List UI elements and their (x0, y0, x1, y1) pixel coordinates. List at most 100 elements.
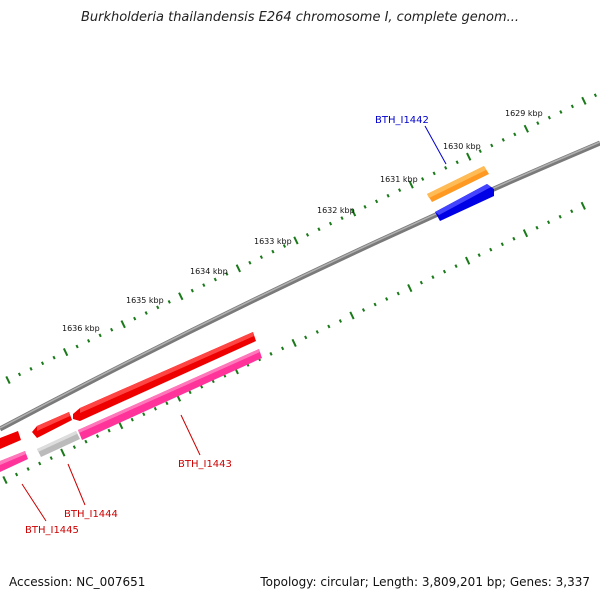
tick-mark (60, 448, 66, 457)
tick-mark (235, 264, 242, 273)
tick-mark (536, 121, 540, 126)
tick-mark (153, 406, 157, 411)
tick-mark (363, 205, 367, 209)
tick-mark (350, 208, 357, 217)
tick-mark (455, 160, 459, 165)
tick-mark (87, 339, 91, 343)
tick-mark (2, 475, 8, 485)
tick-mark (38, 461, 42, 466)
gene-feature-bth-i1444[interactable] (37, 431, 80, 457)
kbp-label-1630: 1630 kbp (443, 142, 481, 151)
tick-mark (167, 299, 171, 304)
tick-mark (133, 316, 137, 321)
tick-mark (386, 193, 390, 198)
tick-mark (40, 361, 45, 366)
topology-text: Topology: circular; Length: 3,809,201 bp… (260, 575, 590, 589)
gene-feature-bth-i1443[interactable] (78, 349, 262, 440)
gene-feature-bth-i1442[interactable] (435, 184, 494, 221)
kbp-label-1633: 1633 kbp (254, 237, 292, 246)
tick-mark (580, 201, 586, 210)
tick-mark (178, 292, 184, 301)
tick-mark (421, 177, 425, 181)
gene-label-bth-i1443[interactable]: BTH_I1443 (178, 459, 232, 470)
tick-mark (454, 264, 458, 269)
tick-mark (259, 255, 263, 260)
tick-mark (442, 269, 447, 274)
tick-mark (317, 227, 321, 232)
gene-feature-forward-mid[interactable] (32, 412, 72, 438)
tick-mark (396, 291, 400, 296)
tick-mark (500, 242, 504, 247)
tick-mark (523, 124, 529, 133)
tick-mark (408, 180, 414, 189)
tick-mark (328, 221, 333, 226)
tick-mark (547, 115, 551, 120)
gene-feature-forward-left[interactable] (0, 431, 21, 449)
tick-mark (188, 390, 192, 395)
tick-mark (522, 229, 529, 238)
tick-mark (293, 236, 299, 245)
tick-mark (385, 297, 389, 301)
tick-mark (62, 348, 69, 357)
tick-mark (338, 319, 342, 323)
tick-mark (340, 216, 344, 220)
tick-mark (14, 472, 19, 477)
leader-bth-i1444 (67, 463, 86, 506)
tick-mark (478, 149, 482, 153)
tick-mark (407, 284, 413, 293)
gene-label-bth-i1444[interactable]: BTH_I1444 (64, 509, 118, 520)
tick-mark (501, 138, 505, 142)
tick-mark (130, 417, 134, 422)
tick-mark (110, 327, 114, 332)
tick-mark (490, 143, 494, 148)
tick-mark (581, 96, 587, 105)
tick-mark (559, 110, 563, 114)
tick-mark (361, 308, 366, 312)
tick-mark (282, 244, 287, 248)
map-title: Burkholderia thailandensis E264 chromoso… (80, 10, 520, 25)
tick-mark (17, 372, 22, 377)
tick-mark (72, 445, 76, 449)
tick-mark (75, 344, 79, 349)
tick-mark (190, 288, 194, 293)
tick-mark (49, 456, 53, 460)
tick-mark (26, 467, 30, 471)
tick-mark (165, 401, 169, 406)
leader-bth-i1445 (21, 483, 47, 522)
tick-mark (558, 214, 562, 219)
tick-mark (431, 275, 435, 279)
tick-mark (269, 351, 273, 356)
gene-label-bth-i1442[interactable]: BTH_I1442 (375, 115, 429, 126)
kbp-label-1635: 1635 kbp (126, 296, 164, 305)
tick-mark (144, 311, 148, 315)
tick-mark (535, 225, 539, 230)
tick-mark (98, 333, 102, 338)
tick-mark (444, 165, 448, 170)
tick-mark (327, 324, 331, 329)
tick-mark (570, 104, 574, 109)
leader-bth-i1442 (424, 125, 447, 165)
gene-feature-forward-large[interactable] (73, 332, 256, 421)
tick-mark (248, 260, 252, 265)
tick-mark (280, 346, 285, 351)
leader-bth-i1443 (180, 414, 201, 456)
kbp-label-1632: 1632 kbp (317, 206, 355, 215)
tick-mark (373, 302, 377, 307)
chromosome-backbone (0, 140, 600, 432)
kbp-label-1636: 1636 kbp (62, 324, 100, 333)
tick-mark (107, 428, 111, 433)
gene-label-bth-i1445[interactable]: BTH_I1445 (25, 525, 79, 536)
tick-mark (432, 171, 436, 176)
accession-text: Accession: NC_007651 (9, 575, 146, 589)
tick-mark (465, 256, 471, 265)
kbp-label-1629: 1629 kbp (505, 109, 543, 118)
tick-mark (271, 249, 275, 254)
gene-feature-bth-i1445[interactable] (0, 451, 28, 472)
tick-mark (202, 283, 206, 287)
tick-mark (120, 320, 126, 329)
tick-mark (156, 305, 160, 310)
kbp-label-1634: 1634 kbp (190, 267, 228, 276)
gene-feature-orange[interactable] (427, 166, 489, 202)
tick-mark (225, 272, 229, 276)
tick-mark (29, 366, 33, 371)
